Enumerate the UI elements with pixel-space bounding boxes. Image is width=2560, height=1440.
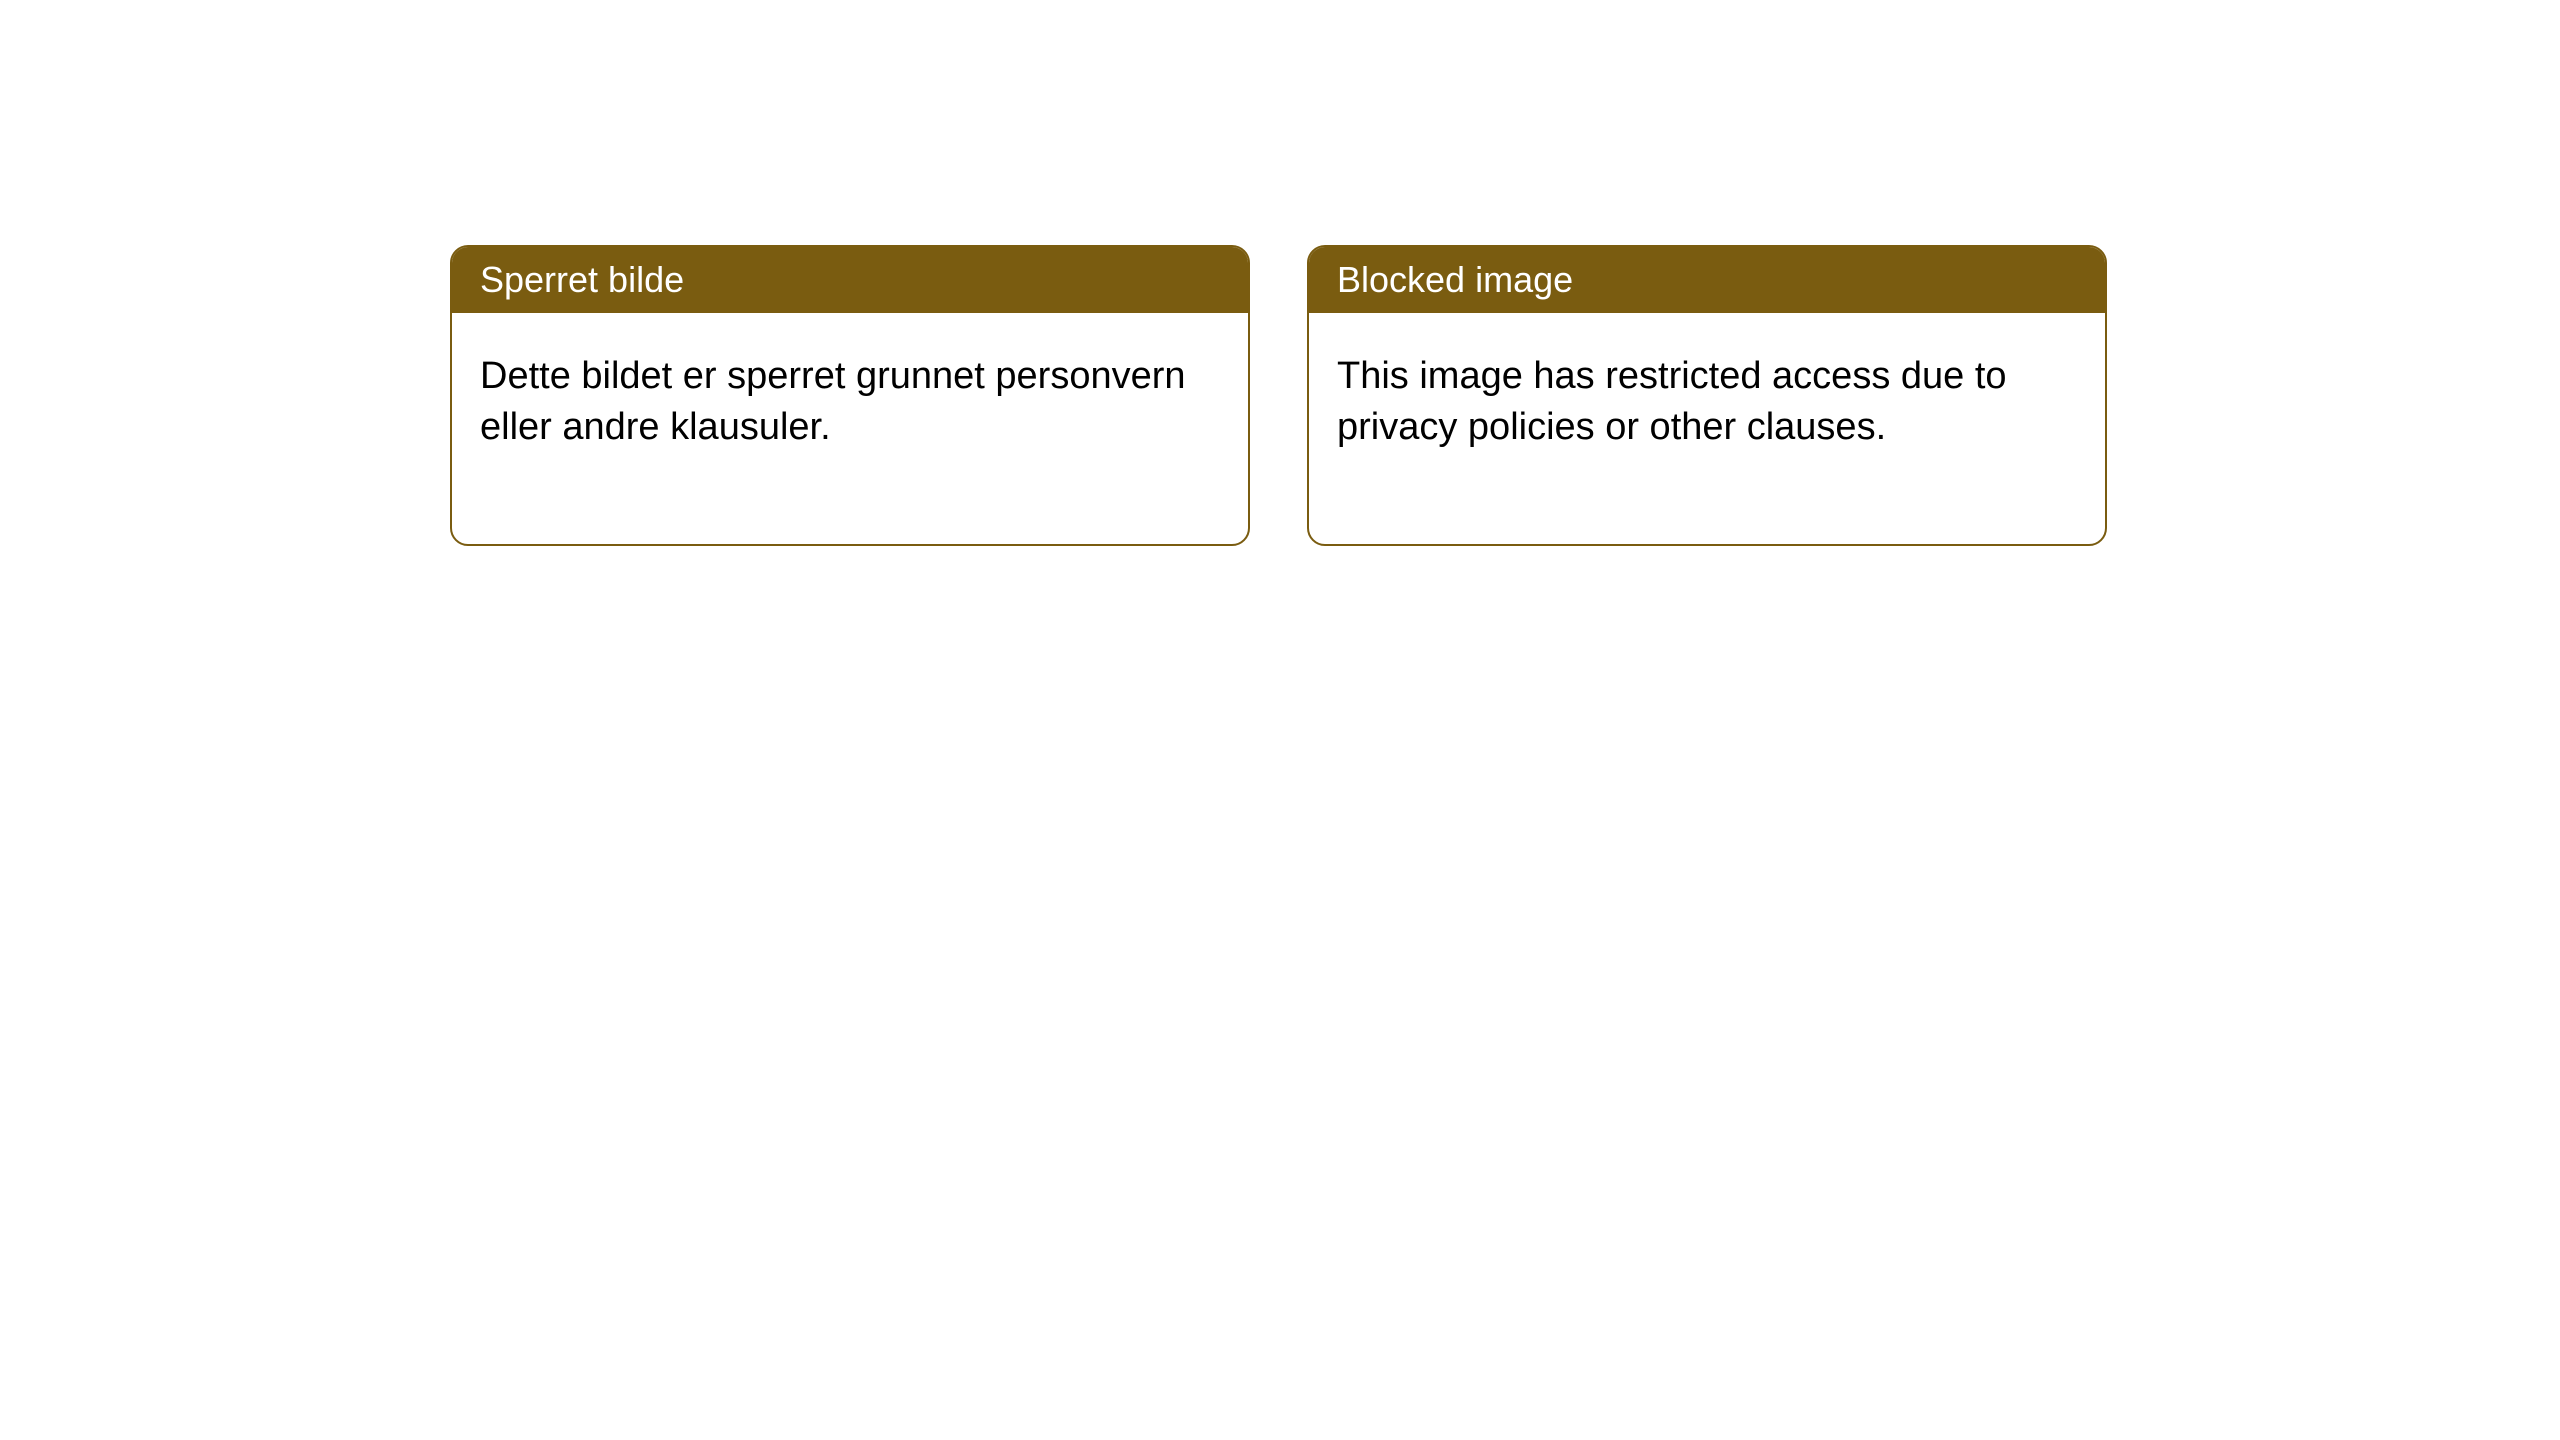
notice-card-english: Blocked image This image has restricted …	[1307, 245, 2107, 546]
card-body-text: Dette bildet er sperret grunnet personve…	[480, 355, 1186, 448]
card-header: Sperret bilde	[452, 247, 1248, 313]
card-title: Blocked image	[1337, 259, 1573, 300]
card-body: Dette bildet er sperret grunnet personve…	[452, 313, 1248, 544]
notice-card-norwegian: Sperret bilde Dette bildet er sperret gr…	[450, 245, 1250, 546]
card-header: Blocked image	[1309, 247, 2105, 313]
card-body: This image has restricted access due to …	[1309, 313, 2105, 544]
notice-container: Sperret bilde Dette bildet er sperret gr…	[0, 0, 2560, 546]
card-body-text: This image has restricted access due to …	[1337, 355, 2007, 448]
card-title: Sperret bilde	[480, 259, 684, 300]
